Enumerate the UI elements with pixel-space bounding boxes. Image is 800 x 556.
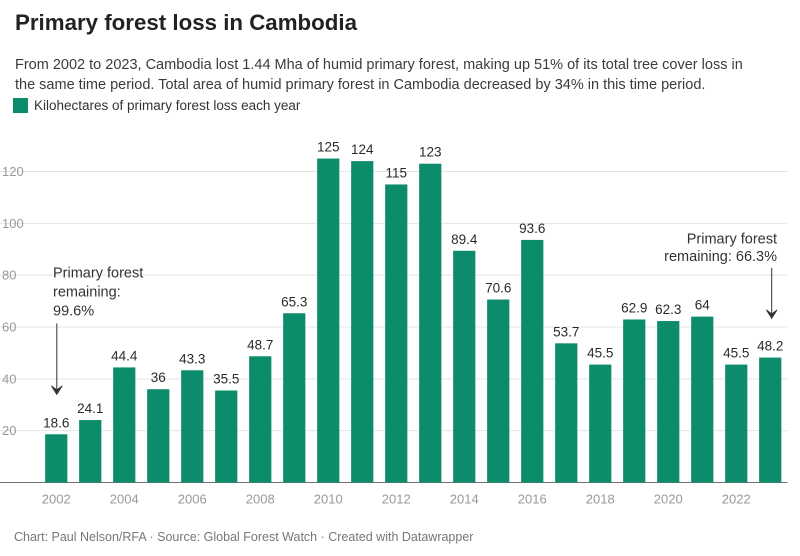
svg-text:2008: 2008 [246, 492, 275, 507]
svg-text:70.6: 70.6 [485, 281, 511, 296]
svg-text:2012: 2012 [382, 492, 411, 507]
svg-text:2004: 2004 [110, 492, 139, 507]
svg-text:Primary forest: Primary forest [53, 266, 143, 282]
svg-text:48.7: 48.7 [247, 337, 273, 352]
svg-text:60: 60 [2, 320, 16, 335]
svg-text:remaining:: remaining: [53, 285, 121, 301]
svg-text:48.2: 48.2 [757, 339, 783, 354]
svg-text:40: 40 [2, 371, 16, 386]
svg-text:99.6%: 99.6% [53, 304, 94, 320]
svg-text:2002: 2002 [42, 492, 71, 507]
svg-text:89.4: 89.4 [451, 232, 478, 247]
svg-text:125: 125 [317, 140, 340, 155]
svg-text:2006: 2006 [178, 492, 207, 507]
svg-text:62.3: 62.3 [655, 302, 681, 317]
svg-text:45.5: 45.5 [723, 346, 749, 361]
svg-text:120: 120 [2, 164, 24, 179]
svg-text:123: 123 [419, 145, 442, 160]
svg-text:2020: 2020 [654, 492, 683, 507]
svg-text:93.6: 93.6 [519, 221, 545, 236]
svg-text:53.7: 53.7 [553, 324, 579, 339]
svg-text:115: 115 [385, 165, 407, 180]
svg-text:62.9: 62.9 [621, 300, 647, 315]
svg-text:64: 64 [695, 298, 711, 313]
svg-text:2014: 2014 [450, 492, 479, 507]
svg-text:124: 124 [351, 142, 374, 157]
svg-text:43.3: 43.3 [179, 351, 205, 366]
svg-text:2010: 2010 [314, 492, 343, 507]
svg-text:Primary forest: Primary forest [687, 232, 777, 248]
svg-text:100: 100 [2, 216, 24, 231]
svg-text:remaining: 66.3%: remaining: 66.3% [664, 249, 777, 265]
svg-text:80: 80 [2, 268, 16, 283]
svg-text:2022: 2022 [722, 492, 751, 507]
svg-text:24.1: 24.1 [77, 401, 103, 416]
svg-text:2018: 2018 [586, 492, 615, 507]
svg-text:44.4: 44.4 [111, 348, 138, 363]
svg-text:18.6: 18.6 [43, 415, 69, 430]
svg-text:45.5: 45.5 [587, 346, 613, 361]
svg-text:65.3: 65.3 [281, 294, 307, 309]
svg-text:20: 20 [2, 423, 16, 438]
svg-text:2016: 2016 [518, 492, 547, 507]
svg-text:36: 36 [151, 370, 166, 385]
svg-text:35.5: 35.5 [213, 371, 239, 386]
